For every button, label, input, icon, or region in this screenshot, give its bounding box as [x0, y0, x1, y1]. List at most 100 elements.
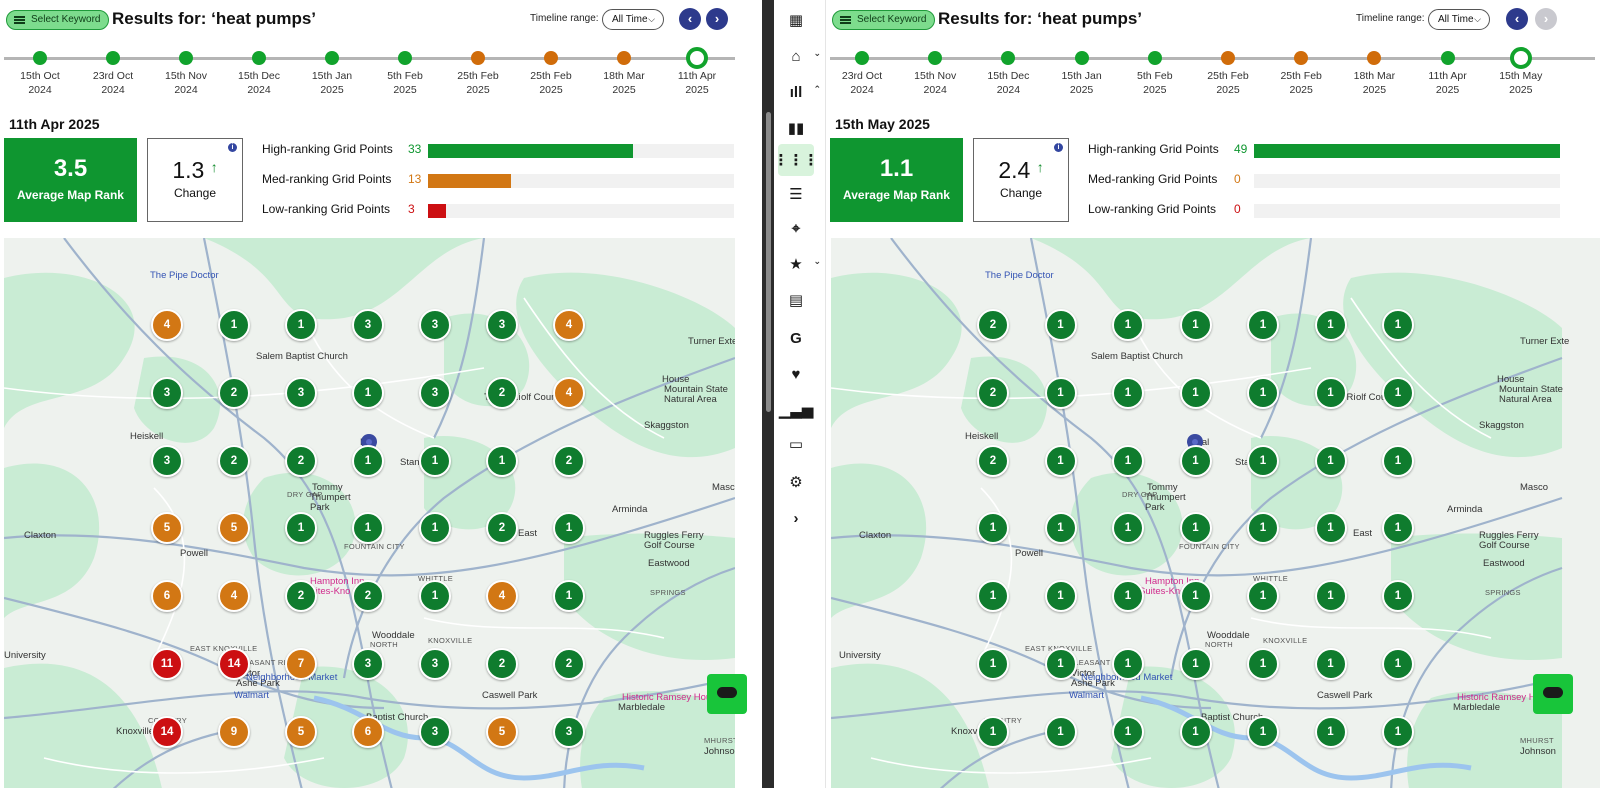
rank-marker[interactable]: 2 [486, 648, 518, 680]
timeline-point[interactable]: 15th Dec 2024 [968, 46, 1048, 97]
timeline-point[interactable]: 23rd Oct 2024 [826, 46, 902, 97]
timeline-point[interactable]: 25th Feb 2025 [1188, 46, 1268, 97]
timeline-range-select[interactable]: All Time ⌵ [1428, 9, 1490, 30]
rank-marker[interactable]: 1 [218, 309, 250, 341]
rank-marker[interactable]: 1 [1112, 715, 1144, 748]
rank-marker[interactable]: 1 [1044, 580, 1077, 613]
timeline-dot[interactable] [686, 47, 708, 69]
rank-marker[interactable]: 14 [151, 715, 183, 748]
rank-marker[interactable]: 1 [977, 715, 1009, 748]
rank-marker[interactable]: 1 [1382, 580, 1414, 613]
rank-marker[interactable]: 1 [1382, 376, 1414, 409]
rank-marker[interactable]: 1 [285, 309, 317, 341]
rank-marker[interactable]: 1 [1044, 648, 1077, 680]
timeline-point[interactable]: 11th Apr 2025 [657, 46, 737, 97]
rank-marker[interactable]: 1 [1179, 648, 1212, 680]
info-icon[interactable]: i [228, 143, 237, 152]
rank-marker[interactable]: 2 [553, 648, 585, 680]
location-heart-icon[interactable]: ♥ [791, 365, 801, 383]
rank-marker[interactable]: 1 [352, 376, 384, 409]
rank-marker[interactable]: 2 [285, 580, 317, 613]
star-bookmark-icon[interactable]: ★ ⌄ [789, 256, 821, 273]
rank-marker[interactable]: 4 [553, 376, 585, 409]
rank-marker[interactable]: 1 [285, 512, 317, 545]
rank-marker[interactable]: 14 [218, 648, 250, 680]
rank-marker[interactable]: 2 [285, 444, 317, 477]
rank-marker[interactable]: 1 [1314, 580, 1347, 613]
rank-marker[interactable]: 1 [1179, 512, 1212, 545]
rank-marker[interactable]: 6 [352, 715, 384, 748]
rank-marker[interactable]: 1 [419, 444, 451, 477]
rank-marker[interactable]: 3 [285, 376, 317, 409]
rank-marker[interactable]: 1 [1112, 376, 1144, 409]
timeline-dot[interactable] [544, 51, 558, 65]
rank-marker[interactable]: 1 [1314, 376, 1347, 409]
timeline-dot[interactable] [1221, 51, 1235, 65]
rank-marker[interactable]: 1 [1179, 715, 1212, 748]
next-date-button[interactable]: › [1535, 8, 1557, 30]
rank-marker[interactable]: 3 [352, 648, 384, 680]
timeline-dot[interactable] [1294, 51, 1309, 65]
rank-marker[interactable]: 1 [1044, 512, 1077, 545]
rank-marker[interactable]: 4 [553, 309, 585, 341]
rank-marker[interactable]: 3 [151, 444, 183, 477]
rank-marker[interactable]: 7 [285, 648, 317, 680]
rank-marker[interactable]: 5 [218, 512, 250, 545]
rank-marker[interactable]: 1 [1044, 444, 1077, 477]
rank-marker[interactable]: 3 [151, 376, 183, 409]
rank-marker[interactable]: 1 [1247, 580, 1279, 613]
timeline-dot[interactable] [398, 51, 412, 65]
rank-marker[interactable]: 1 [1314, 648, 1347, 680]
chat-messages-icon[interactable]: ▭ [788, 436, 804, 453]
rank-marker[interactable]: 1 [1247, 648, 1279, 680]
rank-marker[interactable]: 1 [1044, 309, 1077, 341]
rank-marker[interactable]: 1 [1112, 444, 1144, 477]
timeline-point[interactable]: 15th Jan 2025 [292, 46, 372, 97]
rank-marker[interactable]: 1 [1112, 580, 1144, 613]
rank-marker[interactable]: 5 [486, 715, 518, 748]
rank-marker[interactable]: 2 [486, 376, 518, 409]
select-keyword-button[interactable]: Select Keyword [832, 10, 936, 30]
timeline-dot[interactable] [1440, 51, 1455, 65]
rank-marker[interactable]: 1 [1179, 444, 1212, 477]
timeline-dot[interactable] [928, 51, 943, 65]
rank-marker[interactable]: 11 [151, 648, 183, 680]
timeline-point[interactable]: 15th Jan 2025 [1042, 46, 1122, 97]
timeline-point[interactable]: 18th Mar 2025 [1334, 46, 1414, 97]
rank-marker[interactable]: 1 [977, 580, 1009, 613]
timeline-point[interactable]: 15th May 2025 [1481, 46, 1561, 97]
settings-gear-icon[interactable]: ⚙ [789, 474, 803, 491]
rank-marker[interactable]: 3 [553, 715, 585, 748]
timeline-point[interactable]: 25th Feb 2025 [1261, 46, 1341, 97]
rank-marker[interactable]: 1 [1179, 580, 1212, 613]
timeline-dot[interactable] [1509, 47, 1532, 69]
filter-list-icon[interactable]: ☰ [789, 186, 803, 203]
rank-marker[interactable]: 1 [486, 444, 518, 477]
rank-marker[interactable]: 2 [977, 376, 1009, 409]
rank-marker[interactable]: 5 [151, 512, 183, 545]
rank-marker[interactable]: 1 [553, 580, 585, 613]
rank-marker[interactable]: 6 [151, 580, 183, 613]
rank-marker[interactable]: 2 [977, 444, 1009, 477]
timeline-point[interactable]: 23rd Oct 2024 [73, 46, 153, 97]
timeline-dot[interactable] [179, 51, 193, 65]
timeline-point[interactable]: 5th Feb 2025 [1115, 46, 1195, 97]
bar-chart-icon[interactable]: ▮▮ [787, 120, 805, 137]
rank-marker[interactable]: 4 [218, 580, 250, 613]
rank-marker[interactable]: 1 [1044, 376, 1077, 409]
rank-marker[interactable]: 1 [1247, 444, 1279, 477]
chat-button[interactable] [1533, 674, 1573, 714]
info-icon[interactable]: i [1054, 143, 1063, 152]
timeline-point[interactable]: 5th Feb 2025 [365, 46, 445, 97]
timeline-dot[interactable] [1147, 51, 1162, 65]
rank-marker[interactable]: 1 [352, 444, 384, 477]
timeline-point[interactable]: 15th Nov 2024 [146, 46, 226, 97]
rank-marker[interactable]: 1 [1382, 444, 1414, 477]
location-route-icon[interactable]: ⌖ [791, 219, 801, 237]
timeline-point[interactable]: 25th Feb 2025 [438, 46, 518, 97]
timeline-range-select[interactable]: All Time ⌵ [602, 9, 664, 30]
timeline-dot[interactable] [855, 51, 869, 65]
rank-marker[interactable]: 1 [1179, 376, 1212, 409]
timeline-point[interactable]: 15th Nov 2024 [895, 46, 975, 97]
rank-marker[interactable]: 1 [1247, 512, 1279, 545]
